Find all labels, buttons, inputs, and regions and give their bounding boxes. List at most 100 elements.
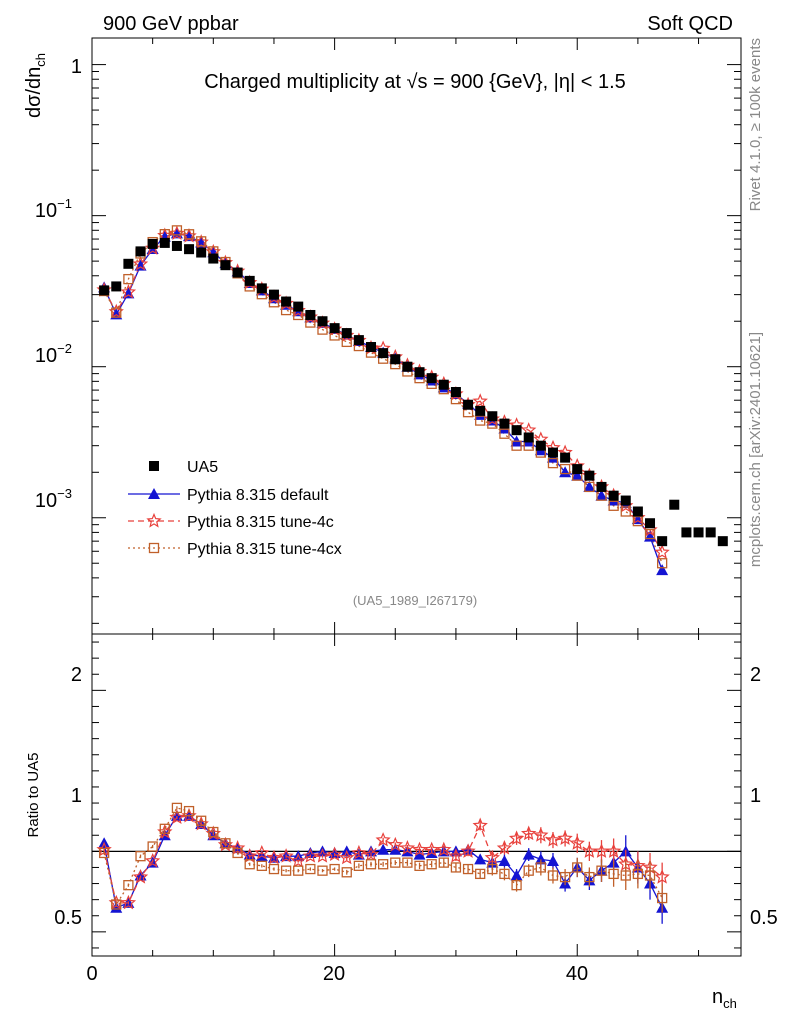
chart-marks: [92, 225, 741, 924]
ua5-data-point: [232, 267, 243, 278]
ua5-data-point: [523, 432, 534, 443]
ratio-series-2-point: [159, 823, 170, 834]
top-ytick-label-4: 10−3: [35, 486, 72, 512]
ratio-series-2-point: [390, 857, 401, 868]
side-version-label: Rivet 4.1.0, ≥ 100k events: [747, 38, 764, 211]
ua5-data-point: [281, 296, 292, 307]
ratio-series-1-point: [448, 848, 464, 863]
ratio-series-1-point: [423, 841, 440, 857]
top-ytick-label-1: 1: [71, 56, 82, 78]
ratio-series-1-point: [654, 869, 670, 884]
ratio-series-2-point: [329, 863, 340, 875]
ratio-series-1-point: [569, 835, 585, 850]
ratio-series-0-point: [377, 843, 390, 855]
legend-label-tune4c: Pythia 8.315 tune-4c: [187, 514, 334, 531]
ua5-data-point: [620, 495, 631, 506]
ratio-series-2-point: [256, 860, 267, 871]
ua5-data-point: [560, 452, 571, 463]
series-2-point: [499, 428, 510, 439]
xtick-label-20: 20: [323, 963, 345, 985]
ratio-series-1-point: [557, 830, 573, 845]
legend-marker-0: [148, 488, 160, 499]
ua5-data-point: [705, 527, 716, 538]
series-2-point: [547, 457, 559, 469]
series-2-point: [656, 558, 668, 569]
ratio-series-0-point: [413, 848, 426, 860]
ratio-series-2-point: [559, 871, 571, 883]
ratio-series-1-point: [290, 852, 306, 868]
ua5-data-point: [329, 323, 340, 334]
ratio-series-2-point: [499, 868, 510, 880]
ratio-series-1-point: [169, 809, 185, 825]
ua5-data-point: [184, 244, 195, 255]
ua5-data-point: [366, 342, 377, 353]
ratio-series-2-point: [365, 859, 377, 870]
ratio-series-2-point: [620, 870, 631, 881]
ua5-data-point: [220, 260, 231, 271]
ratio-series-1-point: [132, 869, 149, 884]
ratio-series-2-point: [244, 859, 255, 870]
ratio-series-2-point: [596, 865, 607, 876]
ratio-series-2-point: [377, 859, 389, 870]
ua5-data-point: [378, 348, 389, 359]
ratio-ytick-label-0.5: 0.5: [54, 907, 82, 929]
ratio-series-2-point: [353, 860, 365, 871]
ratio-series-1-point: [387, 836, 403, 852]
ratio-series-2-point: [523, 865, 534, 876]
top-ytick-label-2: 10−1: [35, 196, 72, 222]
ratio-series-2-point: [293, 865, 304, 876]
legend-marker-ua5: [149, 461, 159, 471]
ratio-series-2-point: [305, 863, 316, 875]
ratio-series-2-point: [414, 860, 425, 871]
ratio-series-1-point: [605, 843, 622, 858]
ratio-series-0-point: [474, 853, 487, 865]
chart-title: Charged multiplicity at √s = 900 {GeV}, …: [204, 71, 626, 93]
ratio-series-0-point: [522, 848, 535, 860]
ua5-data-point: [147, 238, 158, 249]
ratio-series-2-point: [402, 857, 413, 868]
ratio-series-2-point: [438, 857, 449, 868]
ratio-series-1-point: [314, 848, 331, 863]
ratio-series-2-point: [220, 838, 231, 849]
ratio-series-2-point: [656, 892, 668, 904]
legend-label-default: Pythia 8.315 default: [187, 487, 329, 504]
series-2-point: [608, 500, 619, 511]
x-label-sub: ch: [723, 996, 737, 1011]
ratio-series-1-point: [339, 849, 355, 865]
ratio-series-1-point: [351, 844, 367, 860]
ua5-data-point: [402, 361, 413, 372]
ratio-series-2-point: [280, 865, 292, 876]
ratio-plot-frame: [91, 633, 742, 957]
ua5-data-point: [584, 470, 595, 481]
ratio-series-1-point: [581, 843, 597, 858]
ratio-series-0-point: [510, 869, 523, 881]
ratio-ytick-label-right-0.5: 0.5: [750, 907, 778, 929]
ua5-data-point: [111, 281, 122, 292]
ratio-series-2-point: [511, 880, 522, 891]
ratio-series-1-point: [363, 846, 379, 862]
ua5-data-point: [353, 335, 364, 346]
ratio-series-2-point: [608, 868, 619, 880]
ratio-series-2-point: [123, 880, 134, 891]
ratio-series-2-point: [450, 862, 462, 873]
ratio-series-2-point: [111, 899, 122, 910]
ua5-data-point: [196, 247, 207, 258]
ratio-series-1-point: [520, 825, 537, 841]
header-left: 900 GeV ppbar: [103, 13, 239, 35]
xtick-label-0: 0: [86, 963, 97, 985]
ratio-series-1-point: [508, 830, 525, 845]
ua5-data-point: [547, 447, 558, 458]
ratio-series-1-point: [545, 832, 561, 847]
ratio-series-0-point: [498, 855, 511, 867]
series-2-point: [620, 506, 631, 517]
ratio-series-2-point: [268, 863, 280, 875]
top-ylabel-sub: ch: [33, 53, 48, 67]
ratio-series-2-point: [462, 863, 474, 875]
ratio-series-1-point: [266, 849, 282, 865]
series-1-point: [132, 256, 149, 271]
ratio-series-2-point: [644, 870, 656, 881]
series-1-point: [120, 284, 137, 299]
series-2-point: [511, 440, 522, 451]
ua5-data-point: [317, 316, 328, 327]
